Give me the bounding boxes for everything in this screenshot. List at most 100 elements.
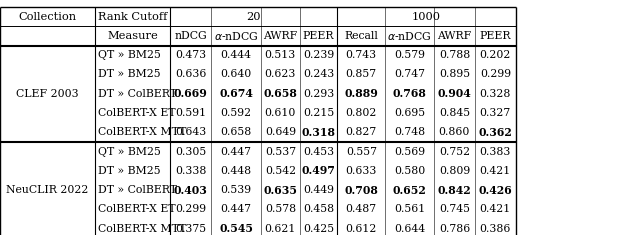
Text: 0.708: 0.708 [344, 185, 378, 196]
Text: 0.802: 0.802 [346, 108, 377, 118]
Text: 0.612: 0.612 [346, 224, 377, 234]
Text: 0.513: 0.513 [265, 50, 296, 60]
Text: 0.497: 0.497 [301, 165, 335, 176]
Text: 0.557: 0.557 [346, 147, 377, 157]
Text: 0.658: 0.658 [221, 127, 252, 137]
Bar [0, 7, 516, 235]
Text: 1000: 1000 [412, 12, 441, 22]
Text: 0.623: 0.623 [264, 70, 296, 79]
Text: AWRF: AWRF [437, 31, 472, 41]
Text: 0.904: 0.904 [438, 88, 471, 99]
Text: 0.635: 0.635 [263, 185, 298, 196]
Text: 0.580: 0.580 [394, 166, 425, 176]
Text: 20: 20 [246, 12, 261, 22]
Text: 0.747: 0.747 [394, 70, 425, 79]
Text: 0.636: 0.636 [175, 70, 207, 79]
Text: NeuCLIR 2022: NeuCLIR 2022 [6, 185, 88, 195]
Text: 0.644: 0.644 [394, 224, 425, 234]
Text: 0.658: 0.658 [264, 88, 297, 99]
Text: 0.569: 0.569 [394, 147, 425, 157]
Text: 0.788: 0.788 [439, 50, 470, 60]
Text: 0.458: 0.458 [303, 204, 334, 214]
Text: 0.610: 0.610 [264, 108, 296, 118]
Text: 0.215: 0.215 [303, 108, 334, 118]
Text: nDCG: nDCG [174, 31, 207, 41]
Text: 0.591: 0.591 [175, 108, 206, 118]
Text: 0.579: 0.579 [394, 50, 425, 60]
Text: 0.621: 0.621 [264, 224, 296, 234]
Text: Recall: Recall [344, 31, 378, 41]
Text: QT » BM25: QT » BM25 [98, 147, 161, 157]
Text: 0.473: 0.473 [175, 50, 206, 60]
Text: 0.857: 0.857 [346, 70, 377, 79]
Text: 0.328: 0.328 [479, 89, 511, 99]
Text: ColBERT-X MTT: ColBERT-X MTT [98, 224, 186, 234]
Text: AWRF: AWRF [263, 31, 298, 41]
Text: ColBERT-X ET: ColBERT-X ET [98, 108, 175, 118]
Text: 0.539: 0.539 [221, 185, 252, 195]
Text: 0.447: 0.447 [221, 147, 252, 157]
Text: Measure: Measure [107, 31, 158, 41]
Text: 0.447: 0.447 [221, 204, 252, 214]
Text: 0.453: 0.453 [303, 147, 334, 157]
Text: 0.809: 0.809 [439, 166, 470, 176]
Text: 0.827: 0.827 [346, 127, 377, 137]
Text: 0.860: 0.860 [438, 127, 470, 137]
Text: 0.327: 0.327 [480, 108, 511, 118]
Text: PEER: PEER [479, 31, 511, 41]
Text: PEER: PEER [303, 31, 334, 41]
Text: 0.695: 0.695 [394, 108, 425, 118]
Text: 0.649: 0.649 [265, 127, 296, 137]
Text: $\alpha$-nDCG: $\alpha$-nDCG [387, 30, 432, 42]
Text: ColBERT-X ET: ColBERT-X ET [98, 204, 175, 214]
Text: 0.633: 0.633 [346, 166, 377, 176]
Text: 0.643: 0.643 [175, 127, 206, 137]
Text: 0.243: 0.243 [303, 70, 334, 79]
Text: 0.305: 0.305 [175, 147, 206, 157]
Text: 0.768: 0.768 [393, 88, 426, 99]
Text: 0.895: 0.895 [439, 70, 470, 79]
Text: 0.293: 0.293 [303, 89, 334, 99]
Text: 0.669: 0.669 [174, 88, 207, 99]
Text: 0.537: 0.537 [265, 147, 296, 157]
Text: 0.421: 0.421 [480, 204, 511, 214]
Text: 0.448: 0.448 [221, 166, 252, 176]
Text: Rank Cutoff: Rank Cutoff [98, 12, 167, 22]
Text: 0.842: 0.842 [438, 185, 471, 196]
Text: 0.845: 0.845 [439, 108, 470, 118]
Text: DT » BM25: DT » BM25 [98, 70, 161, 79]
Text: 0.674: 0.674 [220, 88, 253, 99]
Text: 0.426: 0.426 [479, 185, 512, 196]
Text: 0.299: 0.299 [175, 204, 206, 214]
Text: $\alpha$-nDCG: $\alpha$-nDCG [214, 30, 259, 42]
Text: 0.425: 0.425 [303, 224, 334, 234]
Text: 0.403: 0.403 [174, 185, 207, 196]
Text: 0.640: 0.640 [221, 70, 252, 79]
Text: ColBERT-X MTT: ColBERT-X MTT [98, 127, 186, 137]
Text: 0.561: 0.561 [394, 204, 425, 214]
Text: CLEF 2003: CLEF 2003 [16, 89, 79, 99]
Text: DT » BM25: DT » BM25 [98, 166, 161, 176]
Text: 0.889: 0.889 [344, 88, 378, 99]
Text: 0.444: 0.444 [221, 50, 252, 60]
Text: 0.748: 0.748 [394, 127, 425, 137]
Text: DT » ColBERT: DT » ColBERT [98, 89, 177, 99]
Text: 0.743: 0.743 [346, 50, 377, 60]
Text: 0.362: 0.362 [479, 127, 512, 138]
Text: 0.578: 0.578 [265, 204, 296, 214]
Text: 0.299: 0.299 [480, 70, 511, 79]
Text: QT » BM25: QT » BM25 [98, 50, 161, 60]
Text: 0.239: 0.239 [303, 50, 334, 60]
Text: 0.421: 0.421 [480, 166, 511, 176]
Text: 0.449: 0.449 [303, 185, 334, 195]
Text: 0.745: 0.745 [439, 204, 470, 214]
Text: 0.545: 0.545 [219, 223, 253, 234]
Text: 0.202: 0.202 [479, 50, 511, 60]
Text: 0.652: 0.652 [393, 185, 426, 196]
Text: 0.318: 0.318 [301, 127, 335, 138]
Text: 0.786: 0.786 [439, 224, 470, 234]
Text: 0.487: 0.487 [346, 204, 377, 214]
Text: 0.338: 0.338 [175, 166, 207, 176]
Text: 0.542: 0.542 [265, 166, 296, 176]
Text: 0.386: 0.386 [479, 224, 511, 234]
